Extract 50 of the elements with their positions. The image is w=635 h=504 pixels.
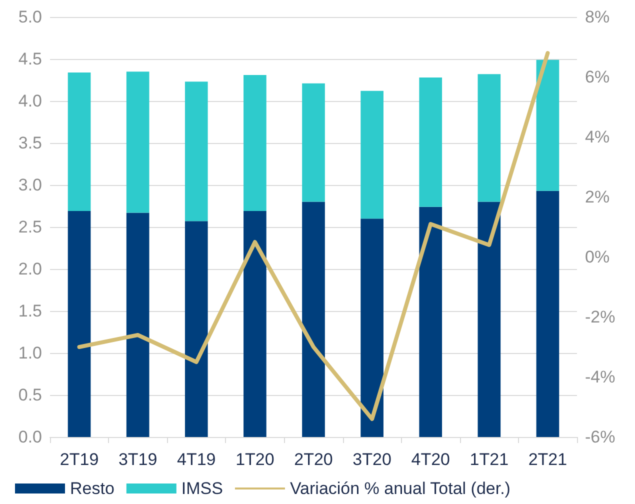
bar	[126, 212, 150, 437]
y-tick-label: 4.0	[18, 92, 42, 110]
legend-label: IMSS	[181, 479, 223, 498]
bar	[360, 90, 384, 219]
bar	[419, 206, 442, 437]
x-tick-label: 3T20	[352, 450, 392, 469]
y2-tick-label: 4%	[585, 128, 610, 146]
x-tick-label: 4T19	[177, 450, 216, 469]
y2-tick-label: -4%	[585, 368, 616, 386]
y-tick-label: 0.0	[18, 428, 42, 446]
bar	[244, 211, 266, 437]
y-tick-label: 2.5	[18, 218, 42, 236]
bar	[478, 202, 501, 437]
bar	[302, 83, 325, 202]
y2-tick-label: 0%	[585, 248, 610, 266]
x-tick-label: 1T20	[236, 450, 274, 469]
bar	[68, 211, 91, 437]
bar	[184, 82, 208, 222]
y-tick-label: 3.5	[18, 134, 42, 152]
bar	[302, 202, 325, 437]
y-tick-label: 1.0	[18, 344, 42, 362]
x-tick-label: 2T21	[528, 450, 568, 469]
y2-tick-label: 2%	[585, 188, 610, 206]
legend-label: Variación % anual Total (der.)	[290, 479, 510, 498]
y-tick-label: 4.5	[18, 50, 42, 68]
x-tick-label: 4T20	[411, 450, 450, 469]
x-tick-label: 2T20	[294, 450, 333, 469]
y-tick-label: 1.5	[18, 302, 42, 320]
bar	[478, 74, 501, 202]
y2-tick-label: 8%	[585, 8, 610, 26]
bar	[68, 72, 91, 212]
line-series	[77, 51, 550, 421]
bar	[184, 221, 208, 437]
x-tick-label: 2T19	[60, 450, 99, 469]
y-tick-label: 5.0	[18, 8, 42, 26]
bar	[126, 72, 150, 213]
bar	[360, 218, 384, 437]
y2-tick-label: -2%	[585, 308, 616, 326]
bar	[536, 60, 560, 191]
y-tick-label: 3.0	[18, 176, 42, 194]
y2-tick-label: -6%	[585, 428, 616, 446]
y-tick-label: 2.0	[18, 260, 42, 278]
bar	[419, 77, 442, 207]
y-tick-label: 0.5	[18, 386, 42, 404]
x-tick-label: 3T19	[118, 450, 158, 469]
legend-label: Resto	[70, 479, 114, 498]
bar	[244, 74, 266, 212]
y2-tick-label: 6%	[585, 68, 610, 86]
bar	[536, 190, 560, 437]
x-tick-label: 1T21	[470, 450, 509, 469]
